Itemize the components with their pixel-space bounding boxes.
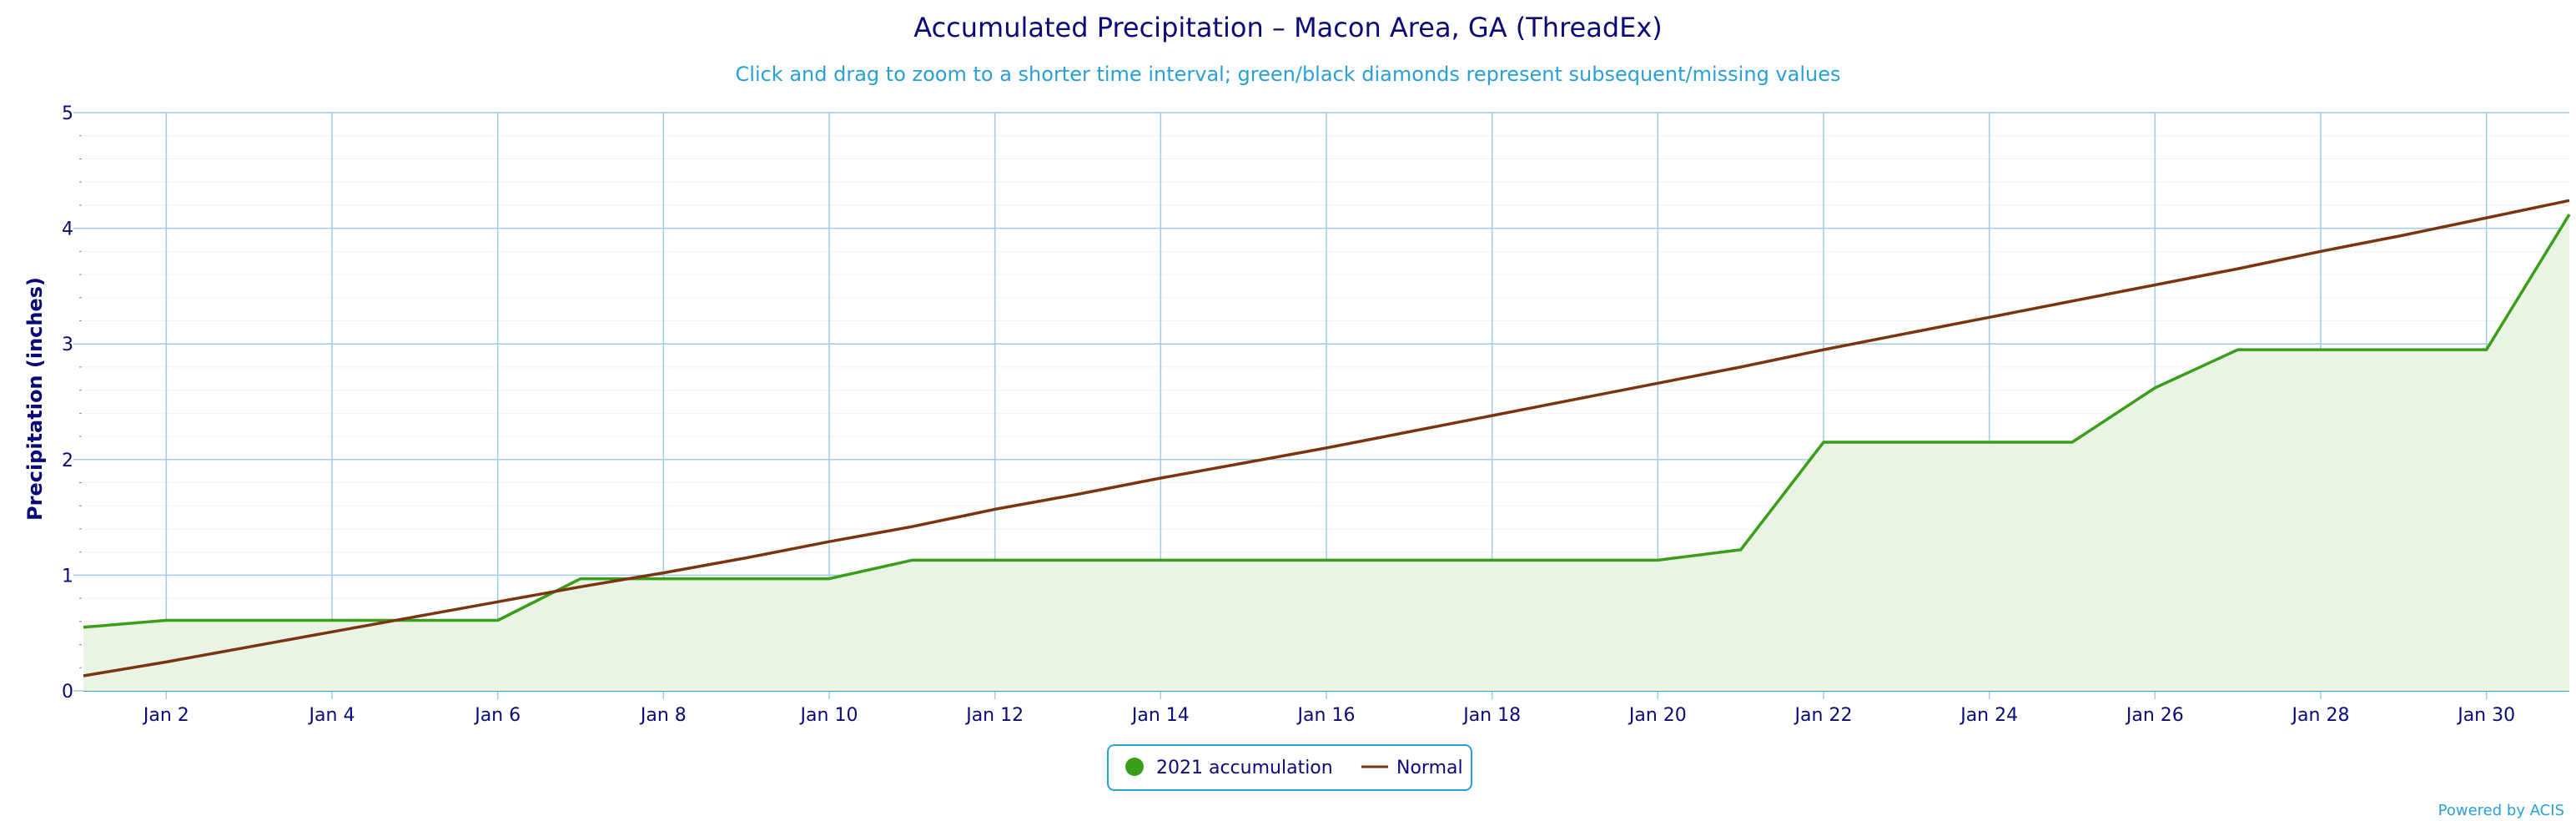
data-point <box>1985 437 1995 447</box>
data-point <box>1653 378 1663 388</box>
powered-by-credit[interactable]: Powered by ACIS <box>2438 802 2564 819</box>
data-point <box>2150 383 2160 393</box>
data-point <box>2316 345 2326 355</box>
data-point <box>78 622 88 632</box>
data-point <box>493 597 503 607</box>
data-point <box>1073 555 1083 565</box>
chart-title: Accumulated Precipitation – Macon Area, … <box>913 12 1663 43</box>
data-point <box>576 582 586 592</box>
x-tick-label: Jan 28 <box>2291 705 2350 726</box>
legend-label-2021-accumulation: 2021 accumulation <box>1156 758 1333 778</box>
data-point <box>78 671 88 681</box>
y-tick-label: 3 <box>62 335 73 355</box>
data-point <box>493 615 503 625</box>
y-axis-label: Precipitation (inches) <box>23 277 47 521</box>
x-tick-label: Jan 20 <box>1628 705 1687 726</box>
data-point <box>244 615 254 625</box>
data-point <box>2398 230 2408 240</box>
data-point <box>907 521 917 531</box>
y-tick-label: 5 <box>62 103 73 124</box>
data-point <box>907 555 917 565</box>
x-tick-label: Jan 2 <box>142 705 189 726</box>
x-tick-label: Jan 14 <box>1130 705 1190 726</box>
data-point <box>410 612 420 622</box>
data-point <box>1901 437 1911 447</box>
data-point <box>1736 362 1746 372</box>
data-point <box>1155 473 1165 483</box>
data-point <box>1239 458 1249 468</box>
data-point <box>2398 345 2408 355</box>
data-point <box>1404 427 1414 437</box>
data-point <box>2564 209 2574 219</box>
series-line-1 <box>83 199 2570 677</box>
legend-item-normal[interactable]: Normal <box>1361 758 1463 778</box>
data-point <box>824 574 834 584</box>
series-line-0 <box>83 214 2571 629</box>
data-point <box>2067 437 2077 447</box>
data-point <box>244 642 254 652</box>
data-point <box>1487 555 1497 565</box>
data-point <box>2233 345 2243 355</box>
data-point <box>1321 443 1331 453</box>
x-tick-label: Jan 10 <box>799 705 858 726</box>
x-tick-label: Jan 24 <box>1959 705 2018 726</box>
data-point <box>1239 555 1249 565</box>
x-tick-label: Jan 30 <box>2456 705 2515 726</box>
data-point <box>1819 345 1829 355</box>
x-tick-label: Jan 22 <box>1794 705 1853 726</box>
data-point <box>2316 246 2326 256</box>
data-point <box>1073 489 1083 499</box>
data-point <box>2067 296 2077 306</box>
data-point <box>1155 555 1165 565</box>
legend-marker-2021-accumulation <box>1125 758 1144 776</box>
data-point <box>327 615 337 625</box>
y-axis: 0 1 2 3 4 5 <box>62 103 73 703</box>
x-tick-label: Jan 18 <box>1462 705 1521 726</box>
data-point <box>1321 555 1331 565</box>
x-tick-label: Jan 16 <box>1296 705 1356 726</box>
x-tick-label: Jan 4 <box>308 705 355 726</box>
data-point <box>1901 329 1911 339</box>
legend-label-normal: Normal <box>1396 758 1463 778</box>
data-point <box>1570 395 1580 405</box>
plot-area[interactable] <box>78 195 2574 691</box>
x-tick-label: Jan 6 <box>473 705 521 726</box>
x-axis: Jan 2 Jan 4 Jan 6 Jan 8 Jan 10 Jan 12 Jan 14 Ja… <box>142 705 2515 726</box>
x-tick-label: Jan 26 <box>2125 705 2184 726</box>
data-point <box>161 615 171 625</box>
data-point <box>1404 555 1414 565</box>
data-point <box>1985 312 1995 322</box>
data-point <box>990 504 1000 514</box>
data-point <box>2233 264 2243 274</box>
y-tick-label: 4 <box>62 219 73 240</box>
data-point <box>2482 213 2492 223</box>
data-point <box>1487 410 1497 421</box>
data-point <box>742 553 752 563</box>
data-point <box>742 574 752 584</box>
series-area-0 <box>83 214 2569 691</box>
legend[interactable]: 2021 accumulation Normal <box>1107 744 1472 791</box>
data-point <box>1736 545 1746 555</box>
legend-box <box>1107 744 1472 791</box>
data-point <box>824 536 834 546</box>
data-point <box>327 627 337 637</box>
x-tick-label: Jan 12 <box>964 705 1024 726</box>
data-point <box>1570 555 1580 565</box>
y-tick-label: 0 <box>62 682 73 703</box>
data-point <box>658 568 668 578</box>
chart-subtitle: Click and drag to zoom to a shorter time… <box>736 63 1841 86</box>
y-tick-label: 1 <box>62 566 73 587</box>
data-point <box>2564 195 2574 205</box>
legend-item-2021-accumulation[interactable]: 2021 accumulation <box>1125 758 1333 778</box>
y-tick-label: 2 <box>62 451 73 471</box>
data-point <box>2150 280 2160 290</box>
data-point <box>2482 345 2492 355</box>
data-point <box>161 657 171 667</box>
data-point <box>1819 437 1829 447</box>
x-tick-label: Jan 8 <box>639 705 687 726</box>
data-point <box>990 555 1000 565</box>
data-point <box>1653 555 1663 565</box>
